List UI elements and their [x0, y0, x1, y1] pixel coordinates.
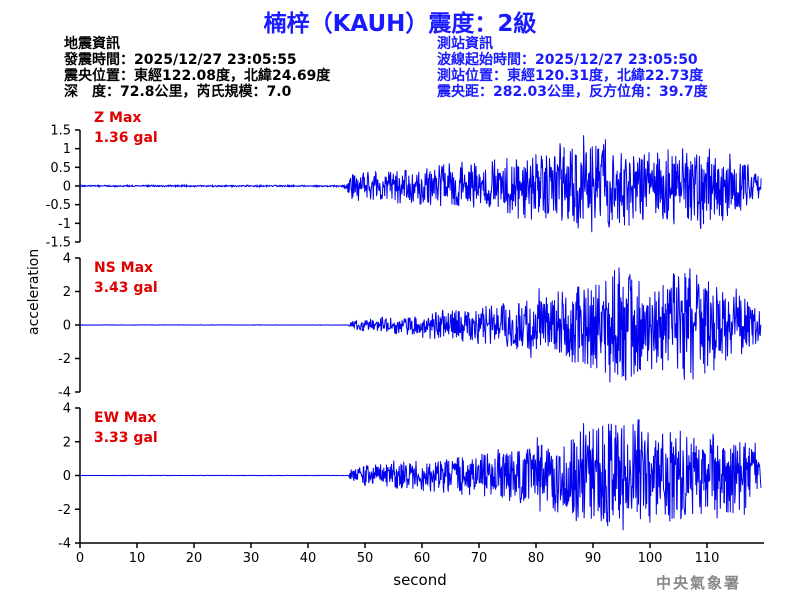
z-y-tick-label: 1 [63, 142, 71, 157]
z-y-tick-label: 0 [63, 180, 71, 195]
z-max-name: Z Max [94, 110, 142, 126]
x-tick-label: 70 [471, 551, 488, 566]
z-y-tick-label: 1.5 [50, 124, 71, 139]
ns-waveform [79, 267, 762, 383]
ns-y-tick-label: 0 [63, 319, 71, 334]
agency-watermark: 中央氣象署 [656, 574, 742, 592]
ns-max-label: NS Max 3.43 gal [94, 258, 158, 298]
ew-y-tick-label: -2 [58, 503, 71, 518]
z-y-tick-label: -1 [58, 217, 71, 232]
z-y-tick-label: -0.5 [46, 198, 71, 213]
y-axis-label: acceleration [26, 248, 42, 335]
ns-max-value: 3.43 gal [94, 280, 158, 296]
ew-y-tick-label: 0 [63, 469, 71, 484]
ns-y-tick-label: -4 [58, 386, 71, 401]
ns-y-tick-label: 4 [63, 252, 71, 267]
x-tick-label: 50 [357, 551, 374, 566]
z-max-value: 1.36 gal [94, 130, 158, 146]
x-tick-label: 100 [638, 551, 663, 566]
x-tick-label: 20 [186, 551, 203, 566]
z-max-label: Z Max 1.36 gal [94, 108, 158, 148]
station-location: 測站位置：東經120.31度，北緯22.73度 [437, 68, 704, 84]
ew-max-name: EW Max [94, 410, 157, 426]
z-waveform [79, 135, 762, 233]
ew-max-value: 3.33 gal [94, 430, 158, 446]
ns-y-tick-label: -2 [58, 352, 71, 367]
origin-time: 發震時間：2025/12/27 23:05:55 [64, 52, 297, 68]
ns-max-name: NS Max [94, 260, 154, 276]
x-tick-label: 60 [414, 551, 431, 566]
ew-y-tick-label: 2 [63, 435, 71, 450]
x-tick-label: 10 [129, 551, 146, 566]
depth-magnitude: 深 度：72.8公里，芮氏規模：7.0 [64, 84, 292, 100]
waveform-start-time: 波線起始時間：2025/12/27 23:05:50 [437, 52, 698, 68]
epicenter-location: 震央位置：東經122.08度，北緯24.69度 [64, 68, 331, 84]
z-y-tick-label: -1.5 [46, 236, 71, 251]
x-tick-label: 90 [585, 551, 602, 566]
ew-max-label: EW Max 3.33 gal [94, 408, 158, 448]
ew-y-tick-label: 4 [63, 402, 71, 417]
earthquake-info-heading: 地震資訊 [64, 36, 120, 52]
x-tick-label: 0 [76, 551, 84, 566]
x-axis-label: second [393, 571, 447, 589]
earthquake-info: 地震資訊 發震時間：2025/12/27 23:05:55 震央位置：東經122… [64, 36, 330, 100]
z-y-tick-label: 0.5 [50, 161, 71, 176]
epicentral-distance: 震央距：282.03公里，反方位角：39.7度 [437, 84, 708, 100]
x-tick-label: 110 [695, 551, 720, 566]
x-tick-label: 80 [528, 551, 545, 566]
chart-title: 楠梓（KAUH）震度：2級 [263, 11, 537, 37]
ew-waveform [79, 419, 762, 531]
x-tick-label: 30 [243, 551, 260, 566]
station-info: 測站資訊 波線起始時間：2025/12/27 23:05:50 測站位置：東經1… [437, 36, 708, 100]
ns-y-tick-label: 2 [63, 285, 71, 300]
ew-y-tick-label: -4 [58, 537, 71, 552]
station-info-heading: 測站資訊 [437, 36, 493, 52]
x-tick-label: 40 [300, 551, 317, 566]
